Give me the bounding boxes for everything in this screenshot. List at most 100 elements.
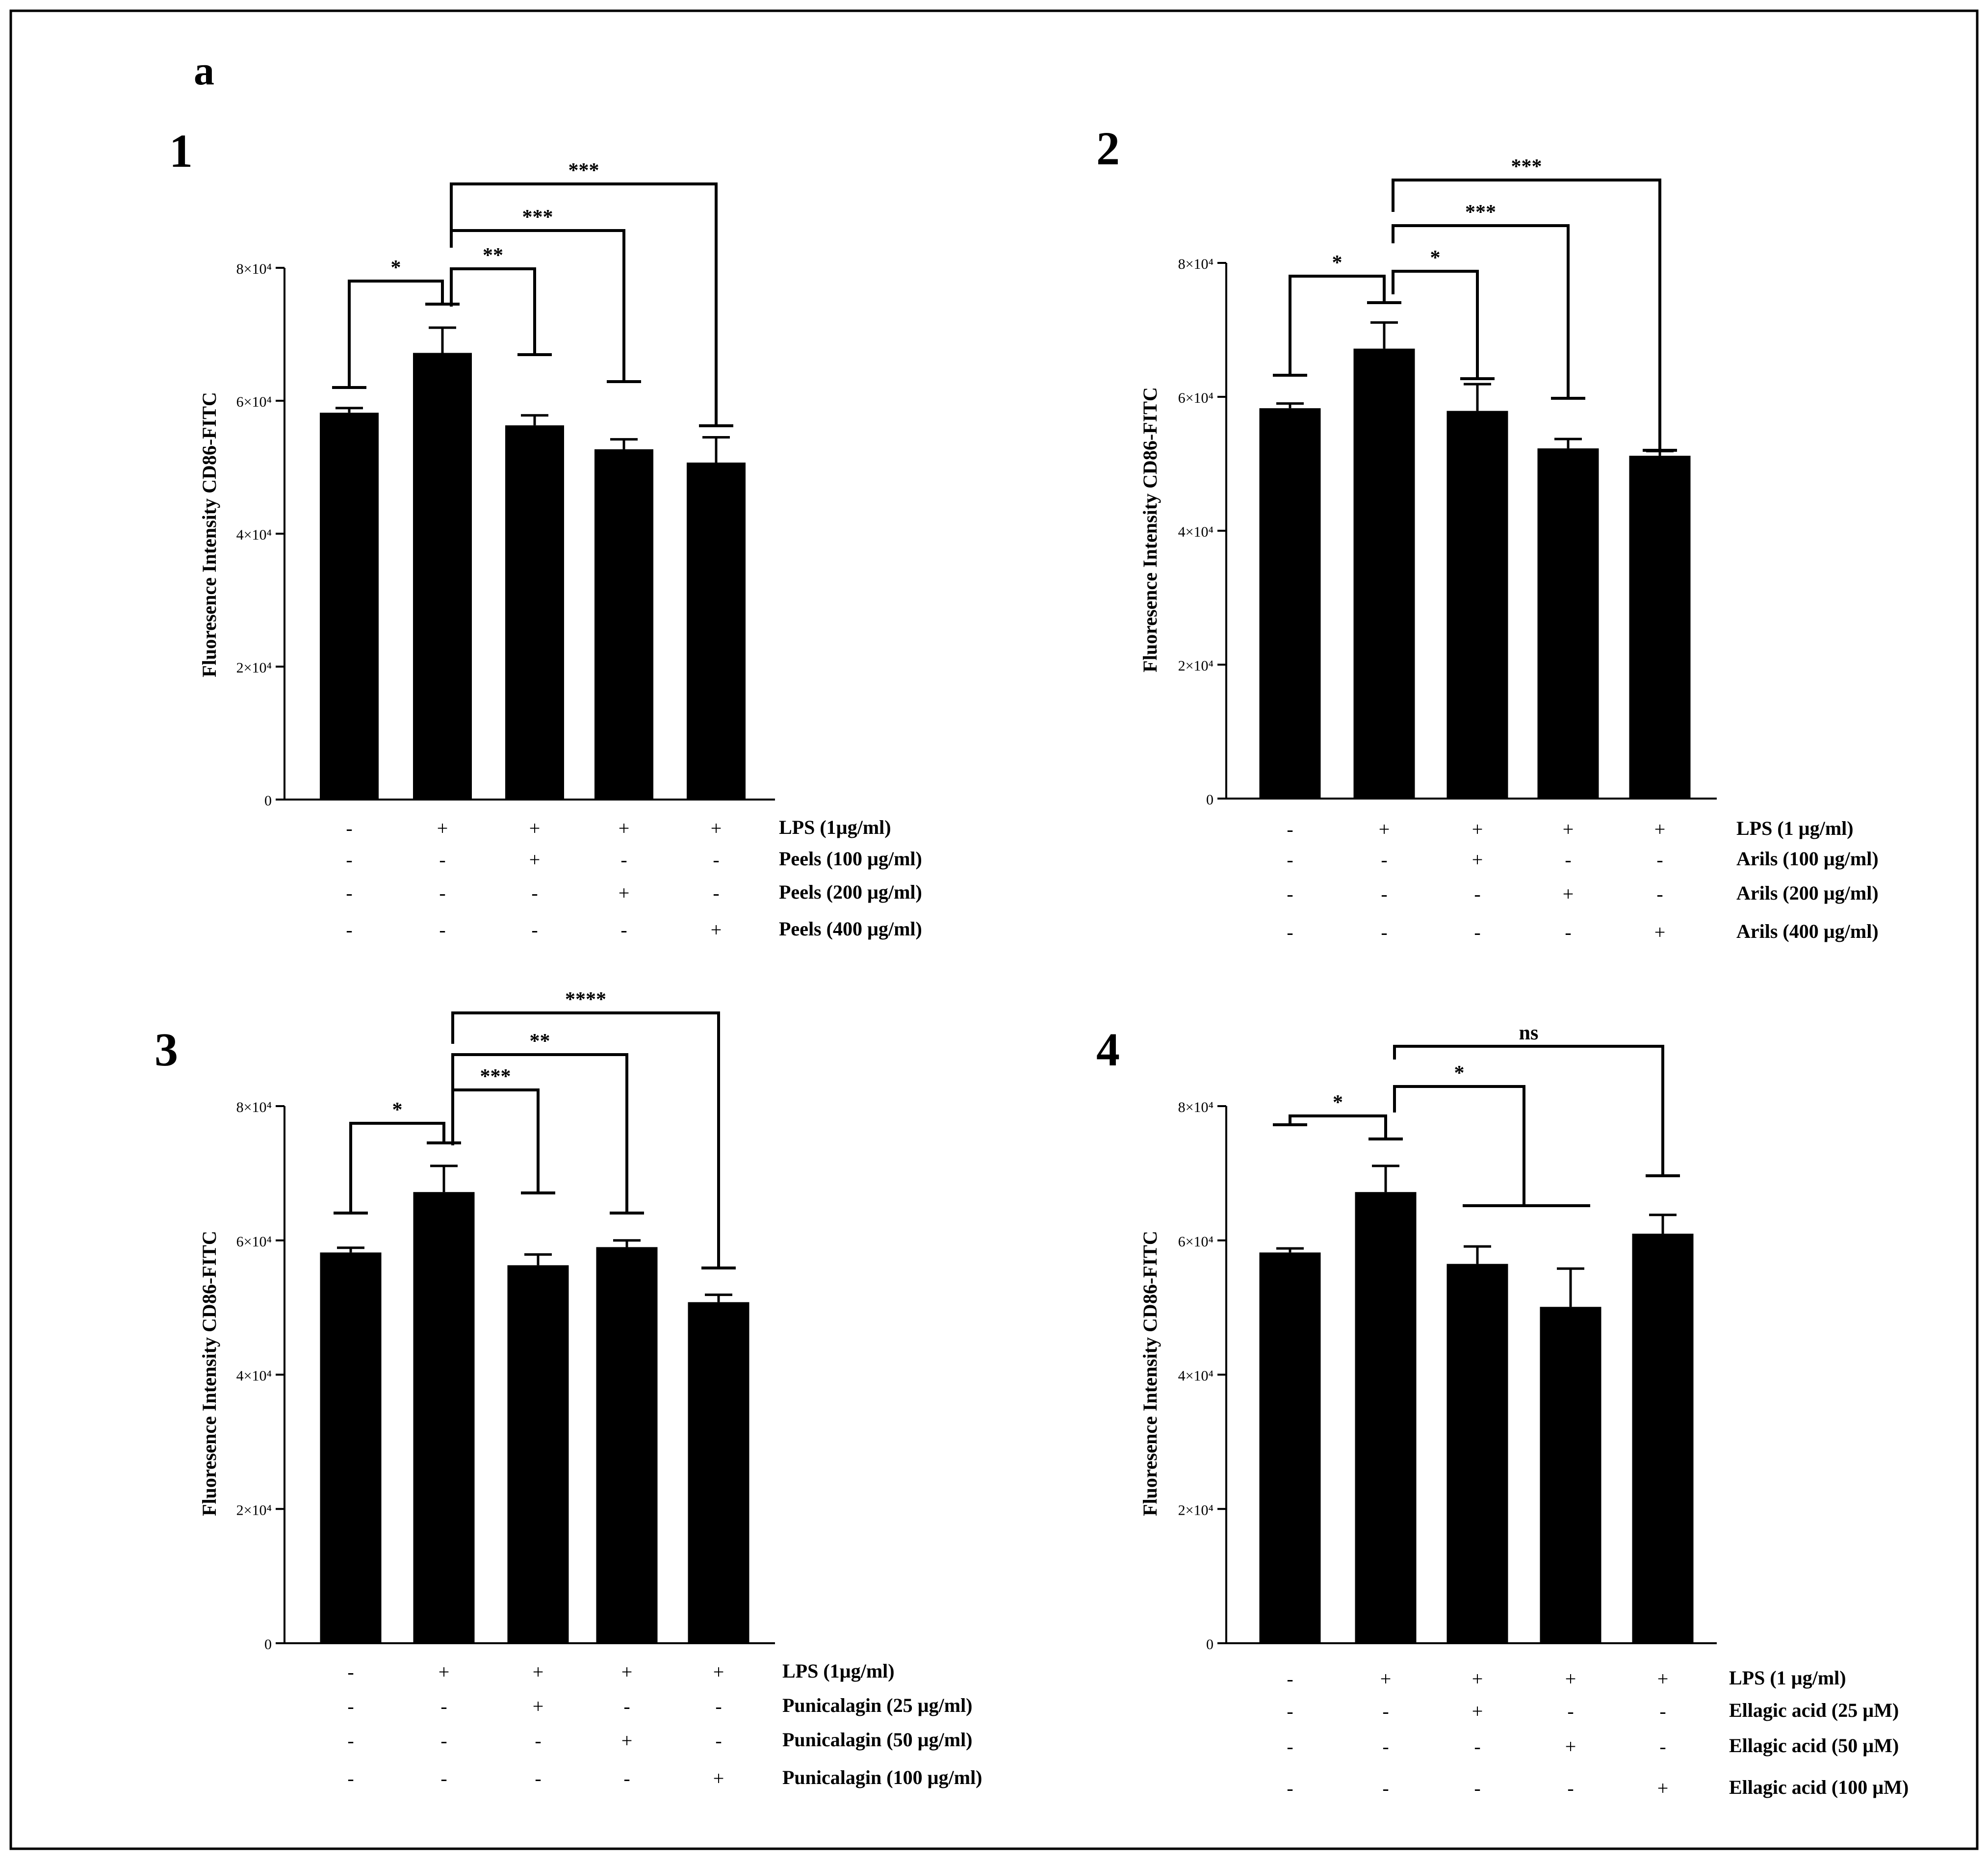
bar-4 xyxy=(1540,1307,1601,1643)
significance-bracket xyxy=(450,182,718,426)
treatment-sign: + xyxy=(621,1730,633,1752)
treatment-sign: - xyxy=(347,1767,354,1789)
y-axis-title: Fluoresence Intensity CD86-FITC xyxy=(1139,1231,1161,1516)
significance-label: *** xyxy=(522,206,553,229)
y-tick-label: 6×10⁴ xyxy=(236,394,272,410)
treatment-sign: - xyxy=(535,1767,541,1789)
treatment-sign: + xyxy=(1657,1668,1669,1690)
treatment-sign: - xyxy=(1287,849,1293,871)
significance-label: *** xyxy=(1511,155,1542,178)
bar-4 xyxy=(596,1247,658,1643)
treatment-sign: - xyxy=(1287,1777,1293,1799)
significance-bracket xyxy=(1289,275,1386,375)
treatment-sign: - xyxy=(715,1695,722,1717)
treatment-sign: - xyxy=(623,1767,630,1789)
y-tick-label: 6×10⁴ xyxy=(1178,1234,1213,1250)
treatment-label: LPS (1µg/ml) xyxy=(782,1660,895,1682)
bar-5 xyxy=(1629,456,1691,799)
bar-2 xyxy=(1355,1192,1417,1643)
bar-3 xyxy=(1446,1264,1508,1643)
figure-label: a xyxy=(194,48,214,94)
significance-bracket xyxy=(1392,224,1570,398)
treatment-sign: - xyxy=(1381,883,1387,905)
treatment-sign: - xyxy=(1381,921,1387,943)
treatment-sign: - xyxy=(1382,1700,1389,1722)
bar-1 xyxy=(320,413,379,800)
treatment-label: Peels (200 µg/ml) xyxy=(779,881,922,903)
treatment-sign: + xyxy=(533,1661,544,1683)
y-axis-title: Fluoresence Intensity CD86-FITC xyxy=(1139,387,1161,672)
y-axis-title: Fluoresence Intensity CD86-FITC xyxy=(198,392,220,677)
treatment-sign: - xyxy=(620,849,627,871)
treatment-label: Arils (200 µg/ml) xyxy=(1736,882,1879,904)
treatment-sign: - xyxy=(347,1661,354,1683)
treatment-sign: - xyxy=(440,1695,447,1717)
treatment-sign: - xyxy=(535,1730,541,1752)
significance-label: ** xyxy=(483,244,503,267)
treatment-sign: - xyxy=(1565,849,1571,871)
treatment-sign: - xyxy=(1381,849,1387,871)
significance-bracket xyxy=(1393,1045,1664,1176)
treatment-sign: + xyxy=(1563,818,1574,840)
treatment-sign: + xyxy=(711,919,722,941)
treatment-sign: - xyxy=(1474,883,1480,905)
treatment-sign: + xyxy=(711,817,722,839)
significance-label: * xyxy=(391,257,401,279)
significance-bracket xyxy=(1392,270,1479,379)
treatment-sign: - xyxy=(440,1767,447,1789)
bar-2 xyxy=(1353,348,1415,799)
bar-5 xyxy=(1632,1234,1694,1643)
treatment-sign: + xyxy=(1380,1668,1392,1690)
treatment-label: Punicalagin (100 µg/ml) xyxy=(782,1766,982,1788)
treatment-sign: - xyxy=(440,1730,447,1752)
figure-frame xyxy=(9,9,1979,1850)
bar-3 xyxy=(507,1265,569,1643)
bar-3 xyxy=(505,425,564,800)
treatment-sign: + xyxy=(1472,849,1483,871)
treatment-sign: - xyxy=(1287,1700,1293,1722)
y-tick-label: 4×10⁴ xyxy=(1178,524,1213,540)
treatment-sign: - xyxy=(1287,921,1293,943)
significance-label: ns xyxy=(1519,1022,1539,1044)
significance-bracket xyxy=(451,1011,720,1268)
treatment-sign: - xyxy=(1567,1777,1574,1799)
treatment-sign: + xyxy=(437,817,448,839)
y-tick-label: 8×10⁴ xyxy=(1178,1099,1213,1115)
treatment-label: Punicalagin (50 µg/ml) xyxy=(782,1729,973,1751)
y-tick-label: 0 xyxy=(264,1636,272,1653)
treatment-sign: - xyxy=(1567,1700,1574,1722)
y-tick-label: 4×10⁴ xyxy=(236,1368,272,1384)
y-tick-label: 6×10⁴ xyxy=(1178,390,1213,406)
treatment-label: Arils (100 µg/ml) xyxy=(1736,848,1879,870)
bar-4 xyxy=(1537,448,1599,799)
bar-4 xyxy=(594,449,653,800)
treatment-sign: + xyxy=(1654,921,1666,943)
panel-label: 3 xyxy=(155,1023,178,1076)
bar-1 xyxy=(1259,408,1321,799)
treatment-sign: - xyxy=(1287,883,1293,905)
y-tick-label: 8×10⁴ xyxy=(236,261,272,277)
treatment-sign: + xyxy=(1565,1735,1576,1758)
treatment-sign: - xyxy=(1656,883,1663,905)
treatment-sign: - xyxy=(713,882,719,904)
chart-panel-1: 1 0 2×10⁴ 4×10⁴ 6×10⁴ 8×10⁴ Fluoresence Intens… xyxy=(169,125,922,941)
treatment-sign: + xyxy=(1654,818,1666,840)
significance-label: *** xyxy=(480,1065,511,1088)
treatment-sign: - xyxy=(1287,818,1293,840)
y-tick-label: 2×10⁴ xyxy=(236,1502,272,1518)
treatment-sign: - xyxy=(1382,1735,1389,1758)
treatment-sign: + xyxy=(529,817,541,839)
treatment-sign: - xyxy=(1287,1735,1293,1758)
treatment-sign: + xyxy=(713,1661,724,1683)
treatment-sign: - xyxy=(347,1730,354,1752)
treatment-sign: + xyxy=(621,1661,633,1683)
y-tick-label: 8×10⁴ xyxy=(1178,256,1213,272)
treatment-label: Punicalagin (25 µg/ml) xyxy=(782,1694,973,1716)
bar-5 xyxy=(687,463,746,800)
treatment-label: Peels (400 µg/ml) xyxy=(779,918,922,940)
treatment-sign: - xyxy=(346,817,352,839)
treatment-sign: - xyxy=(715,1730,722,1752)
treatment-sign: - xyxy=(1474,1777,1480,1799)
significance-label: ** xyxy=(530,1030,550,1053)
